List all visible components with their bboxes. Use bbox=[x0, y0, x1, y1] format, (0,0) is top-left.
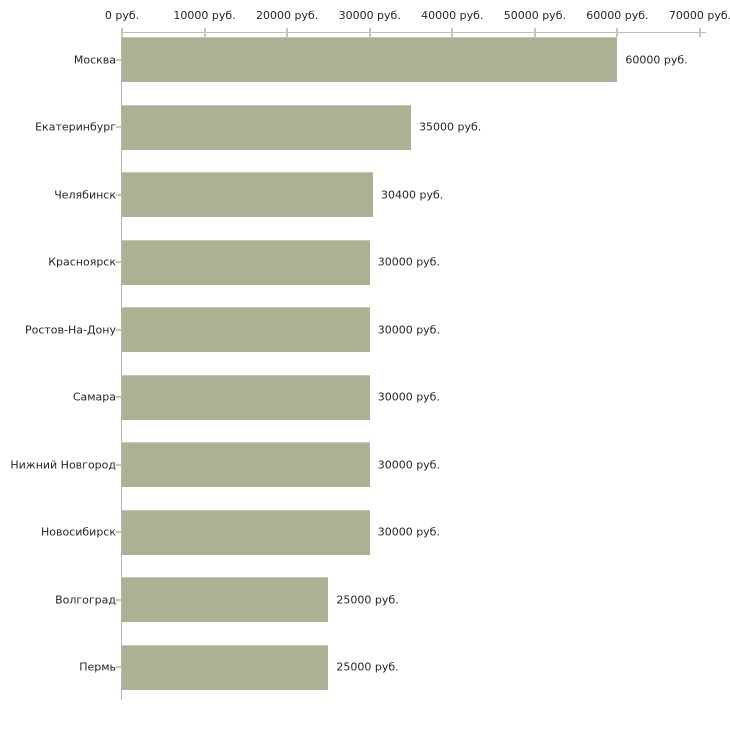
category-label: Красноярск bbox=[48, 255, 116, 269]
category-label: Москва bbox=[73, 53, 116, 66]
x-axis-tick bbox=[368, 28, 371, 37]
x-axis-tick bbox=[699, 28, 701, 37]
y-axis-tick bbox=[116, 261, 121, 264]
category-label: Екатеринбург bbox=[35, 120, 116, 134]
y-axis-tick bbox=[116, 126, 121, 129]
y-axis-tick bbox=[116, 58, 121, 61]
bar-4 bbox=[122, 239, 370, 285]
category-label: Самара bbox=[72, 390, 116, 404]
value-label: 25000 руб. bbox=[336, 660, 399, 674]
bar-6 bbox=[122, 374, 370, 420]
y-axis-tick bbox=[116, 598, 121, 601]
y-axis-tick bbox=[116, 666, 121, 669]
x-axis-tick-label: 40000 руб. bbox=[421, 9, 484, 22]
value-label: 30000 руб. bbox=[377, 458, 440, 472]
value-label: 30000 руб. bbox=[377, 255, 440, 269]
bar-7 bbox=[122, 442, 370, 488]
bar-9 bbox=[122, 577, 329, 623]
value-label: 25000 руб. bbox=[336, 593, 399, 607]
y-axis-tick bbox=[116, 531, 121, 534]
x-axis-tick bbox=[203, 28, 206, 37]
x-axis-tick bbox=[616, 28, 619, 37]
bar-5 bbox=[122, 307, 370, 353]
x-axis-tick-label: 60000 руб. bbox=[586, 9, 649, 22]
x-axis-tick-label: 20000 руб. bbox=[256, 9, 319, 22]
category-label: Ростов-На-Дону bbox=[24, 323, 116, 337]
bar-2 bbox=[122, 104, 411, 150]
category-label: Пермь bbox=[79, 660, 116, 674]
x-axis-tick bbox=[451, 28, 454, 37]
value-label: 60000 руб. bbox=[625, 53, 688, 66]
y-axis-tick bbox=[116, 396, 121, 399]
x-axis-tick bbox=[121, 28, 123, 37]
y-axis-tick bbox=[116, 328, 121, 331]
x-axis-line bbox=[121, 32, 706, 33]
y-axis-tick bbox=[116, 463, 121, 466]
bar-1 bbox=[122, 37, 618, 82]
category-label: Челябинск bbox=[54, 188, 116, 202]
category-label: Нижний Новгород bbox=[10, 458, 116, 472]
category-label: Новосибирск bbox=[40, 525, 116, 539]
bar-3 bbox=[122, 172, 374, 218]
x-axis-tick bbox=[533, 28, 536, 37]
bar-8 bbox=[122, 509, 370, 555]
x-axis-tick-label: 30000 руб. bbox=[338, 9, 401, 22]
x-axis-tick-label: 10000 руб. bbox=[173, 9, 236, 22]
value-label: 30000 руб. bbox=[377, 323, 440, 337]
value-label: 30400 руб. bbox=[381, 188, 444, 202]
y-axis-tick bbox=[116, 193, 121, 196]
bar-10 bbox=[122, 644, 329, 690]
y-axis-line bbox=[121, 32, 122, 700]
value-label: 35000 руб. bbox=[419, 120, 482, 134]
value-label: 30000 руб. bbox=[377, 390, 440, 404]
x-axis-tick-label: 50000 руб. bbox=[503, 9, 566, 22]
x-axis-tick-label: 70000 руб. bbox=[668, 9, 730, 22]
x-axis-tick bbox=[286, 28, 289, 37]
x-axis-tick-label: 0 руб. bbox=[104, 9, 140, 22]
value-label: 30000 руб. bbox=[377, 525, 440, 539]
category-label: Волгоград bbox=[55, 593, 116, 607]
